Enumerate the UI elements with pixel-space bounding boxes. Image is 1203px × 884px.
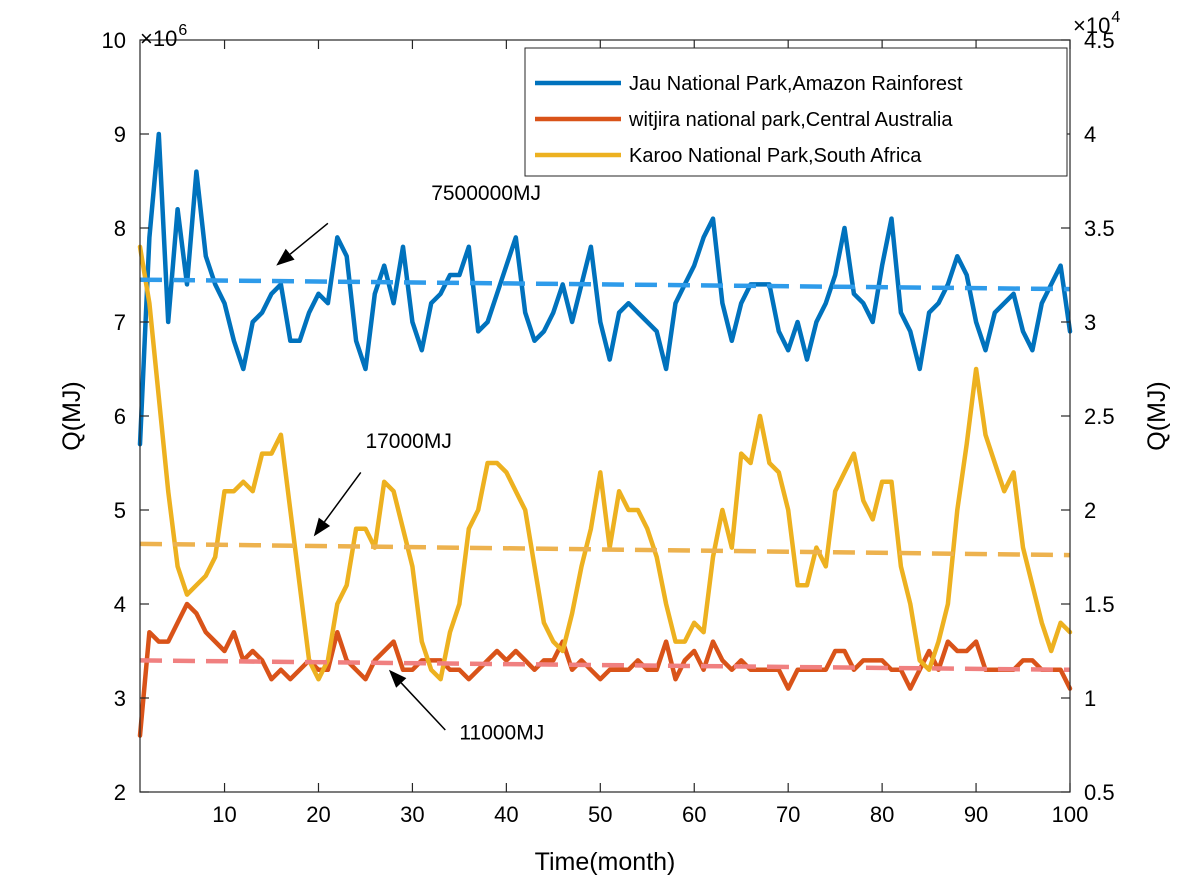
x-tick-label: 30 [400,802,424,827]
reference-line [139,277,1071,292]
ticks-layer: 10 20 30 40 50 60 70 80 90 100 2 3 4 5 6 7 8 9 10 0.5 1 1.5 2 2… [102,28,1115,827]
annotations-layer: 7500000MJ 17000MJ 11000MJ [276,182,544,744]
y-left-multiplier: ×10 6 [140,22,187,51]
x-tick-label: 60 [682,802,706,827]
y-right-tick-label: 1 [1084,686,1096,711]
y-right-tick-label: 4.5 [1084,28,1115,53]
x-axis-label: Time(month) [535,848,676,876]
series-line [137,244,1073,682]
annotation-arrowhead [313,517,331,537]
y-left-tick-label: 10 [102,28,126,53]
annotation-arrowhead [388,669,407,688]
annotation-arrow [400,682,446,731]
y-axis-left-label: Q(MJ) [58,381,86,450]
legend-label: Jau National Park,Amazon Rainforest [629,73,963,95]
legend-entry: Karoo National Park,South Africa [535,145,922,167]
reference-line [139,658,1071,673]
y-left-tick-label: 3 [114,686,126,711]
y-right-tick-label: 2.5 [1084,404,1115,429]
series-layer [137,131,1073,738]
y-right-tick-label: 3 [1084,310,1096,335]
annotation-arrowhead [276,248,295,266]
y-right-tick-label: 4 [1084,122,1096,147]
annotation: 11000MJ [388,669,544,744]
legend-entry: Jau National Park,Amazon Rainforest [535,73,963,95]
y-left-tick-label: 9 [114,122,126,147]
y-right-tick-label: 0.5 [1084,780,1115,805]
annotation-arrow [323,471,362,523]
annotation-label: 11000MJ [459,721,544,744]
x-tick-label: 80 [870,802,894,827]
annotation: 7500000MJ [276,182,541,266]
y-right-tick-label: 1.5 [1084,592,1115,617]
y-left-multiplier-exponent: 6 [178,22,187,39]
series-line [137,131,1073,447]
y-right-tick-label: 3.5 [1084,216,1115,241]
x-tick-label: 50 [588,802,612,827]
y-left-tick-label: 4 [114,592,126,617]
x-tick-label: 20 [306,802,330,827]
y-left-tick-label: 8 [114,216,126,241]
y-left-tick-label: 7 [114,310,126,335]
series-line [137,601,1073,738]
y-left-tick-label: 6 [114,404,126,429]
y-right-multiplier-base: ×10 [1073,13,1110,38]
x-tick-label: 100 [1052,802,1089,827]
legend: Jau National Park,Amazon Rainforest witj… [524,47,1068,177]
y-right-multiplier-exponent: 4 [1111,9,1120,26]
y-axis-right-label: Q(MJ) [1143,381,1171,450]
legend-entry: witjira national park,Central Australia [535,109,953,131]
annotation-arrow [289,222,329,255]
x-tick-label: 90 [964,802,988,827]
y-left-tick-label: 2 [114,780,126,805]
reference-line [139,541,1071,558]
x-tick-label: 10 [212,802,236,827]
reference-lines-layer [139,277,1071,673]
annotation: 17000MJ [313,430,452,537]
legend-label: witjira national park,Central Australia [628,109,953,131]
annotation-label: 7500000MJ [431,182,541,205]
x-tick-label: 70 [776,802,800,827]
x-tick-label: 40 [494,802,518,827]
annotation-label: 17000MJ [365,430,451,453]
y-right-multiplier: ×10 4 [1073,9,1120,38]
y-right-tick-label: 2 [1084,498,1096,523]
legend-label: Karoo National Park,South Africa [629,145,922,167]
y-left-tick-label: 5 [114,498,126,523]
y-left-multiplier-base: ×10 [140,26,177,51]
